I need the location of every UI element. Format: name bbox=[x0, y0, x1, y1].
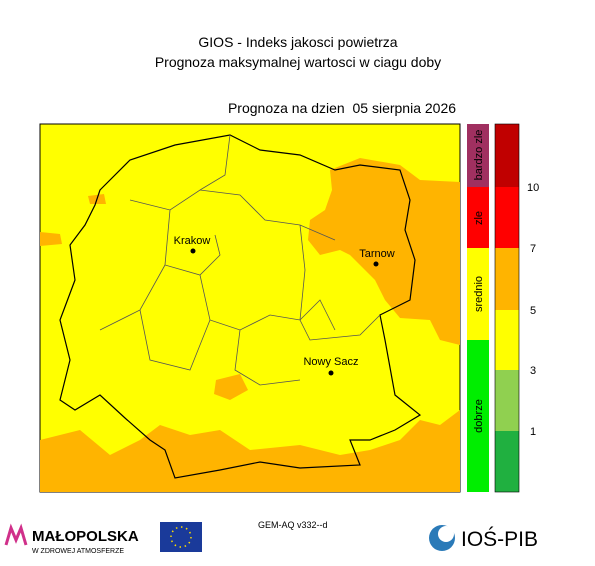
logo-right: IOŚ-PIB bbox=[461, 527, 538, 551]
category-bar: bardzo zle zle srednio dobrze bbox=[467, 124, 489, 492]
scale-label: 5 bbox=[530, 305, 536, 317]
orange-region bbox=[40, 232, 62, 246]
scale-frame bbox=[494, 123, 520, 493]
title: GIOS - Indeks jakosci powietrza bbox=[198, 34, 397, 50]
scale-bar: 10 7 5 3 1 bbox=[494, 123, 539, 493]
orange-region bbox=[40, 410, 460, 492]
logo-mark bbox=[438, 526, 454, 542]
logo-left-tagline: W ZDROWEJ ATMOSFERZE bbox=[32, 548, 124, 555]
eu-stars bbox=[170, 526, 192, 548]
scale-label: 10 bbox=[527, 182, 539, 194]
category-swatch bbox=[467, 340, 489, 492]
scale-swatch bbox=[495, 310, 519, 370]
logo-mark bbox=[4, 523, 28, 546]
city-dot bbox=[373, 261, 379, 267]
category-label: bardzo zle bbox=[473, 130, 485, 181]
date-label: Prognoza na dzien 05 sierpnia 2026 bbox=[228, 100, 456, 116]
city-dot bbox=[190, 248, 196, 254]
district-border bbox=[99, 134, 381, 386]
scale-swatch bbox=[495, 124, 519, 187]
category-swatch bbox=[467, 124, 489, 187]
category-swatch bbox=[467, 187, 489, 248]
category-label: srednio bbox=[473, 276, 485, 312]
map: Krakow Tarnow Nowy Sacz bbox=[39, 123, 461, 493]
category-swatch bbox=[467, 248, 489, 340]
logo-left: MAŁOPOLSKA bbox=[32, 528, 139, 545]
scale-label: 1 bbox=[530, 426, 536, 438]
region-border bbox=[59, 134, 422, 479]
category-label: dobrze bbox=[473, 399, 485, 433]
category-label: zle bbox=[473, 211, 485, 225]
footer: MAŁOPOLSKA W ZDROWEJ ATMOSFERZE GEM-AQ v… bbox=[4, 520, 538, 555]
orange-region bbox=[308, 158, 460, 345]
model-label: GEM-AQ v332--d bbox=[258, 520, 328, 530]
scale-swatch bbox=[495, 187, 519, 248]
scale-swatch bbox=[495, 248, 519, 310]
orange-region bbox=[214, 374, 248, 400]
city-label: Krakow bbox=[174, 235, 211, 247]
subtitle: Prognoza maksymalnej wartosci w ciagu do… bbox=[155, 54, 441, 70]
scale-label: 7 bbox=[530, 243, 536, 255]
scale-swatch bbox=[495, 431, 519, 492]
scale-label: 3 bbox=[530, 365, 536, 377]
city-label: Tarnow bbox=[359, 248, 395, 260]
scale-swatch bbox=[495, 370, 519, 431]
city-dot bbox=[328, 370, 334, 376]
city-label: Nowy Sacz bbox=[303, 356, 358, 368]
